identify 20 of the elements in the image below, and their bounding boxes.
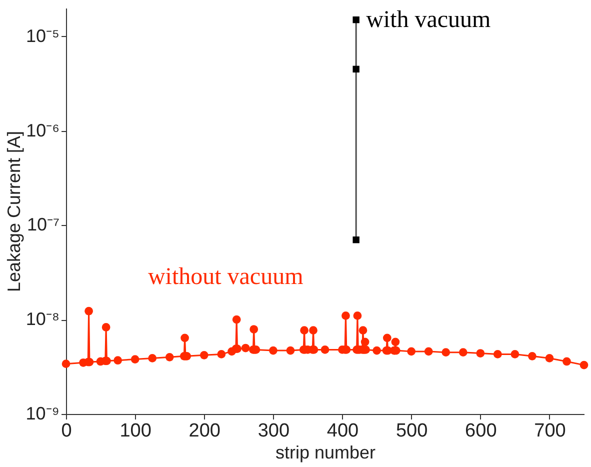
point <box>352 236 360 244</box>
point <box>352 66 360 73</box>
y-axis-title: Leakage Current [A] <box>4 130 24 292</box>
x-tick-label: 300 <box>258 420 290 442</box>
y-tick-label: 10⁻⁷ <box>26 214 60 235</box>
x-tick-label: 100 <box>120 420 152 442</box>
x-tick-label: 700 <box>534 420 566 442</box>
series-label: with vacuum <box>366 6 492 33</box>
y-tick-label: 10⁻⁸ <box>26 309 60 330</box>
x-tick-label: 0 <box>61 420 72 442</box>
y-tick-label: 10⁻⁶ <box>26 120 60 140</box>
series-label: without vacuum <box>148 264 304 290</box>
x-axis-title: strip number <box>275 442 376 462</box>
x-tick-label: 600 <box>465 420 497 442</box>
point <box>352 16 360 24</box>
x-tick-label: 400 <box>326 420 359 442</box>
x-tick-label: 500 <box>396 420 428 442</box>
y-tick-label: 10⁻⁹ <box>26 404 60 424</box>
y-tick-label: 10⁻⁵ <box>26 26 60 46</box>
x-tick-label: 200 <box>188 420 220 442</box>
